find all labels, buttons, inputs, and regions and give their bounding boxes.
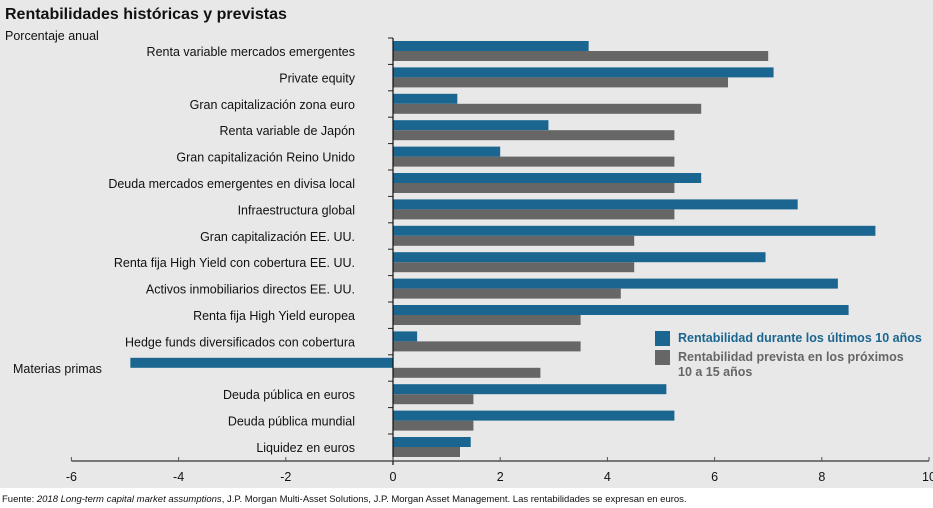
legend-item-historical: Rentabilidad durante los últimos 10 años [655,331,933,346]
category-label: Gran capitalización Reino Unido [176,151,355,165]
bar-historical [393,278,838,289]
bar-projected [393,420,474,431]
category-label: Renta fija High Yield europea [193,309,355,323]
category-label: Deuda mercados emergentes en divisa loca… [108,177,355,191]
bar-historical [393,252,766,263]
bar-projected [393,209,675,220]
bar-historical [393,331,418,342]
bar-projected [393,394,474,405]
legend-swatch-historical [655,331,670,346]
category-label: Activos inmobiliarios directos EE. UU. [146,283,355,297]
bar-projected [393,130,675,141]
category-label: Hedge funds diversificados con cobertura [125,335,355,349]
bars-group [130,41,876,457]
legend-label-projected-line1: Rentabilidad prevista en los próximos [678,350,904,364]
category-label: Renta variable mercados emergentes [147,45,355,59]
category-label: Private equity [279,71,355,85]
category-label: Infraestructura global [238,203,355,217]
bar-historical [393,225,876,236]
bar-projected [393,77,728,88]
x-tick-label: 2 [497,470,504,484]
category-label: Materias primas [13,362,102,376]
bar-projected [393,103,702,114]
bar-historical [393,199,798,210]
bar-historical [393,41,589,51]
footnote-prefix: Fuente: [2,494,37,505]
x-tick-label: -6 [66,470,77,484]
bar-projected [393,315,581,325]
bar-projected [393,367,541,378]
x-tick-label: 8 [818,470,825,484]
x-tick-label: 0 [390,470,397,484]
category-label: Deuda pública mundial [228,415,355,429]
bar-historical [393,93,458,104]
bar-projected [393,288,621,299]
chart-title: Rentabilidades históricas y previstas [5,6,287,23]
category-label: Renta fija High Yield con cobertura EE. … [114,256,355,270]
footnote-suffix: , J.P. Morgan Multi-Asset Solutions, J.P… [221,494,687,505]
bar-historical [393,437,471,447]
category-label: Liquidez en euros [256,441,355,455]
axes-group: -6 -4 -2 0 2 4 6 8 10 [66,37,933,484]
bar-historical [393,120,549,131]
x-tick-label: 10 [922,470,933,484]
bar-chart: Renta variable mercados emergentes Privat… [13,37,933,484]
source-footnote: Fuente: 2018 Long-term capital market as… [2,494,687,505]
category-label: Renta variable de Japón [219,124,355,138]
footnote-source-title: 2018 Long-term capital market assumption… [36,494,222,505]
legend-label-historical: Rentabilidad durante los últimos 10 años [678,331,922,345]
bar-projected [393,262,635,273]
x-tick-label: -2 [280,470,291,484]
bar-projected [393,156,675,167]
bar-projected [393,51,769,61]
category-labels: Renta variable mercados emergentes Privat… [13,45,356,455]
bar-projected [393,341,581,352]
bar-historical [130,357,394,368]
x-tick-label: 6 [711,470,718,484]
legend-label-projected-line2: 10 a 15 años [678,365,753,379]
legend-item-projected: Rentabilidad prevista en los próximos 10… [655,350,933,380]
chart-subtitle: Porcentaje anual [5,29,99,43]
bar-historical [393,173,702,183]
bar-historical [393,305,849,315]
category-label: Deuda pública en euros [223,388,355,402]
legend-swatch-projected [655,350,670,365]
bar-projected [393,183,675,193]
bar-historical [393,384,667,395]
category-label: Gran capitalización EE. UU. [200,230,355,244]
category-label: Gran capitalización zona euro [190,98,355,112]
bar-projected [393,447,460,457]
x-tick-label: -4 [173,470,184,484]
x-tick-label: 4 [604,470,611,484]
bar-historical [393,67,774,78]
bar-historical [393,146,501,157]
bar-historical [393,410,675,421]
bar-projected [393,235,635,246]
legend: Rentabilidad durante los últimos 10 años… [655,331,933,384]
